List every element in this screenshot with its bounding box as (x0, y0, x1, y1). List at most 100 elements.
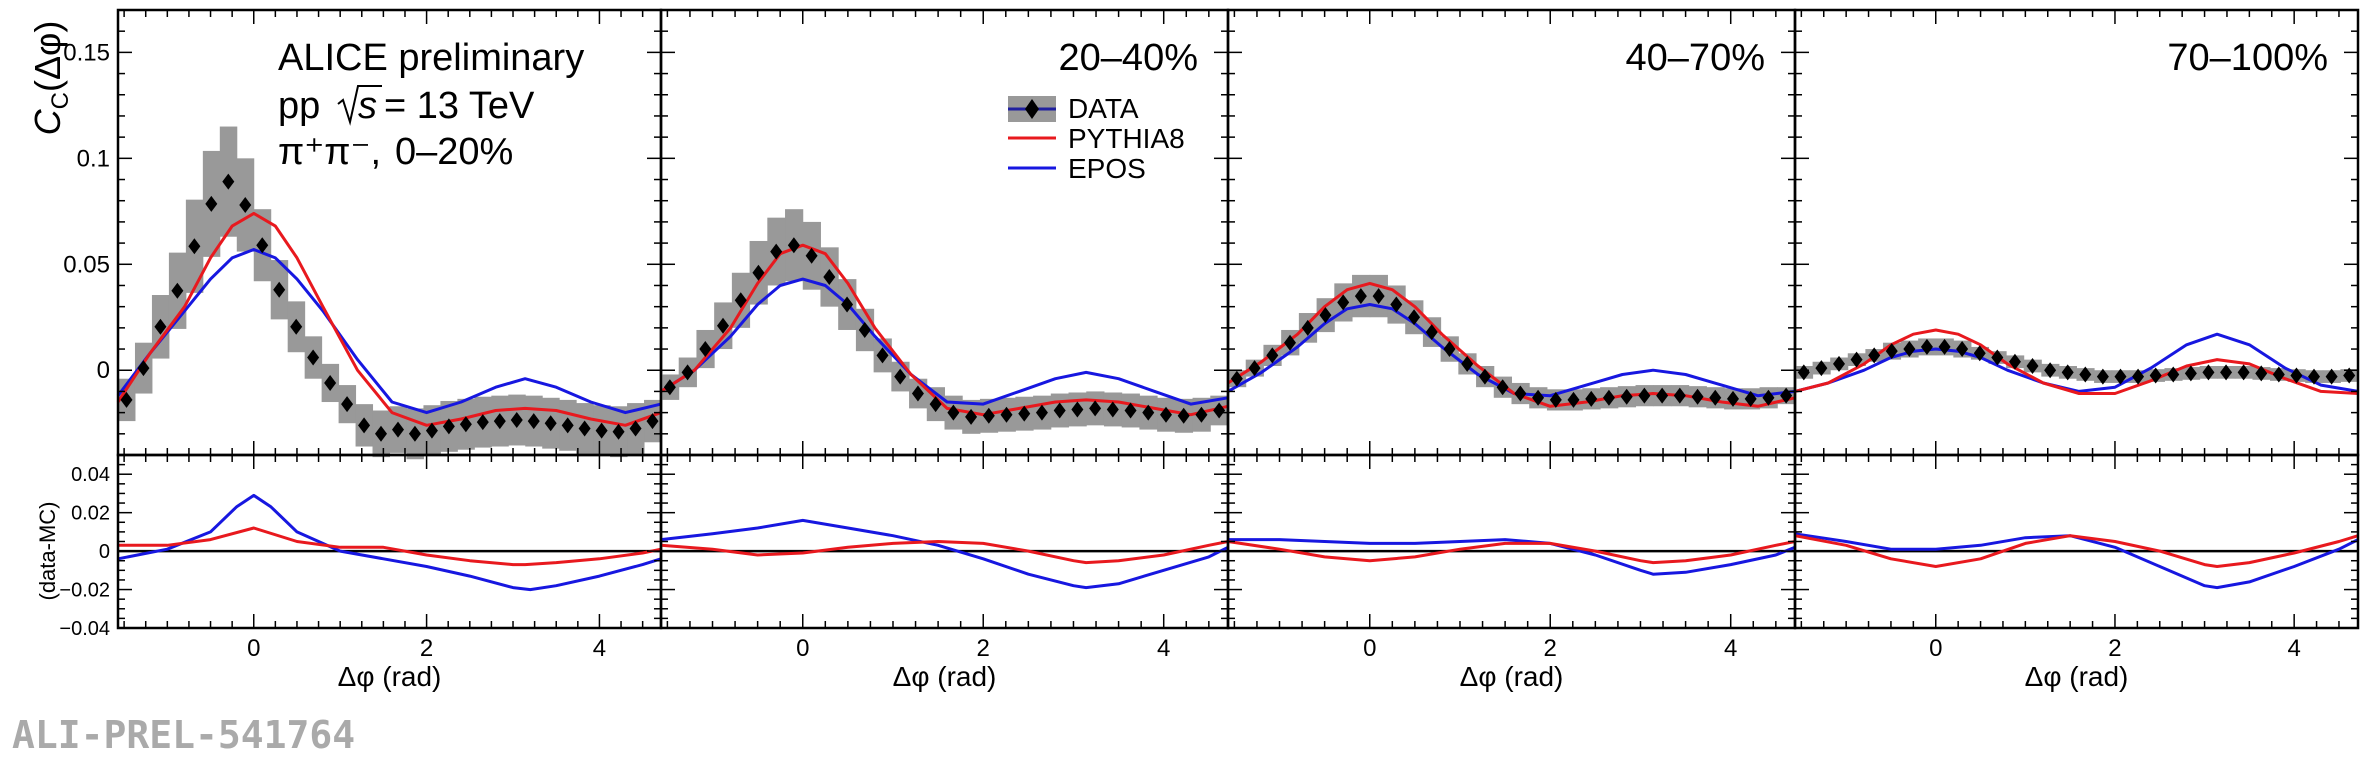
species-label: π⁺π⁻, (278, 131, 381, 173)
data-point (699, 341, 712, 358)
top-y-tick-label: 0.15 (63, 39, 110, 66)
bottom-y-tick-label: 0.04 (71, 464, 110, 486)
data-point (1602, 389, 1615, 406)
x-tick-label: 0 (247, 635, 260, 662)
data-point (1142, 404, 1155, 421)
legend-epos-label: EPOS (1068, 153, 1146, 184)
data-point (493, 413, 506, 430)
data-point (629, 420, 642, 437)
data-point (442, 418, 455, 435)
data-point (324, 374, 337, 391)
data-point (1549, 391, 1562, 408)
data-point (1035, 404, 1048, 421)
data-point (561, 417, 574, 434)
bottom-y-tick-label: 0.02 (71, 503, 110, 525)
data-point (1956, 341, 1969, 358)
epos-curve (1227, 303, 1796, 398)
data-point (1018, 405, 1031, 422)
data-point (1159, 406, 1172, 423)
data-point (1284, 334, 1297, 351)
x-tick-label: 0 (1363, 635, 1376, 662)
data-point (171, 282, 184, 299)
x-tick-label: 0 (796, 635, 809, 662)
bottom-pad-frame (1793, 453, 2360, 630)
data-point (1461, 355, 1474, 372)
experiment-annotation: ALICE preliminary pp s = 13 TeV π⁺π⁻, (278, 37, 584, 173)
data-point (1920, 338, 1933, 355)
data-point (2061, 364, 2074, 381)
data-point (375, 425, 388, 442)
top-y-tick-label: 0 (97, 357, 110, 384)
data-point (1354, 288, 1367, 305)
data-point (120, 391, 133, 408)
top-y-axis-title: CC(Δφ) (27, 21, 74, 136)
bottom-y-tick-label: 0 (99, 541, 110, 563)
ratio-epos-curve (660, 518, 1229, 590)
data-point (205, 195, 218, 212)
data-point (1089, 400, 1102, 417)
centrality-label: 20–40% (1059, 37, 1198, 79)
data-point (2114, 368, 2127, 385)
pythia-curve (660, 243, 1229, 417)
data-point (476, 414, 489, 431)
data-point (805, 247, 818, 264)
data-point (408, 425, 421, 442)
x-tick-label: 2 (977, 635, 990, 662)
data-point (595, 422, 608, 439)
x-tick-label: 0 (1929, 635, 1942, 662)
panel-3: 0 2 4 Δφ (rad) 40–70% (1226, 8, 1797, 692)
data-point (1478, 368, 1491, 385)
data-point (2008, 353, 2021, 370)
energy-sqrt-var: s (358, 85, 377, 127)
energy-value: = 13 TeV (384, 85, 535, 127)
legend-data-label: DATA (1068, 93, 1139, 124)
ratio-pythia-curve (118, 526, 662, 567)
data-point (787, 237, 800, 254)
data-point (1106, 401, 1119, 418)
data-point (1071, 401, 1084, 418)
data-point (2202, 364, 2215, 381)
bottom-y-tick-label: −0.04 (59, 618, 110, 640)
data-point (1567, 391, 1580, 408)
epos-curve (1794, 332, 2359, 393)
data-point (929, 396, 942, 413)
data-point (2149, 367, 2162, 384)
panel-4: 0 2 4 Δφ (rad) 70–100% (1793, 8, 2360, 692)
data-point (1691, 388, 1704, 405)
data-point (2044, 362, 2057, 379)
data-point (612, 423, 625, 440)
x-tick-label: 4 (593, 635, 606, 662)
data-point (1709, 389, 1722, 406)
data-point (239, 196, 252, 213)
data-point (894, 368, 907, 385)
data-point (1868, 347, 1881, 364)
data-point (256, 237, 269, 254)
data-point (947, 404, 960, 421)
data-point (1762, 389, 1775, 406)
data-point (2079, 366, 2092, 383)
data-point (188, 238, 201, 255)
data-point (876, 347, 889, 364)
data-point (2237, 364, 2250, 381)
data-point (578, 420, 591, 437)
data-point (1266, 347, 1279, 364)
top-ylabel-sub: C (47, 92, 74, 109)
data-point (527, 413, 540, 430)
sqrt-symbol (337, 85, 382, 126)
data-point (2167, 366, 2180, 383)
data-point (1585, 390, 1598, 407)
data-point (358, 417, 371, 434)
ratio-epos-curve (1794, 532, 2359, 590)
data-point (307, 349, 320, 366)
data-point (1337, 294, 1350, 311)
data-point (717, 317, 730, 334)
data-point (2290, 367, 2303, 384)
data-point (823, 269, 836, 285)
data-point (1532, 389, 1545, 406)
data-point (1230, 370, 1243, 387)
x-tick-label: 2 (1544, 635, 1557, 662)
x-axis-title: Δφ (rad) (2025, 661, 2129, 692)
top-y-tick-label: 0.1 (77, 145, 110, 172)
epos-curve (116, 248, 662, 415)
